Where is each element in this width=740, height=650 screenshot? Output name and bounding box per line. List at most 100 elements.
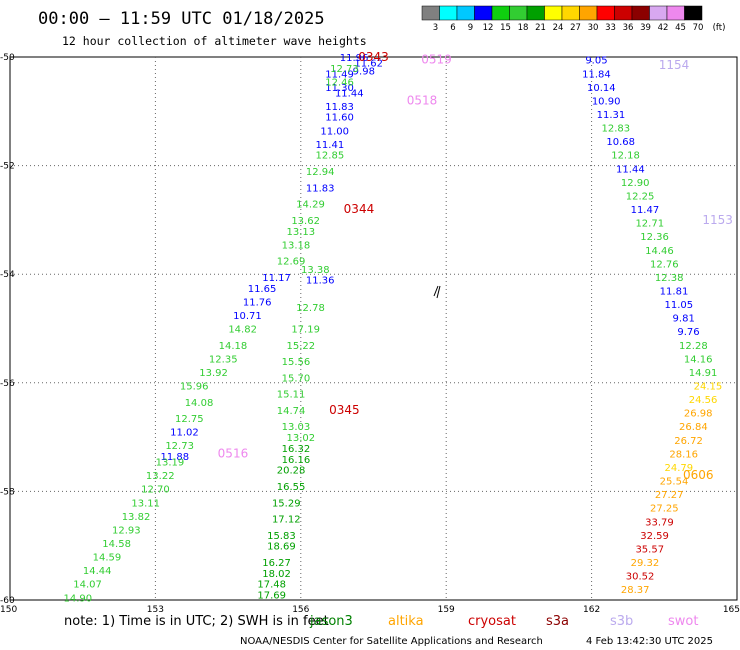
x-tick-label: 162 [583, 605, 600, 615]
swh-value-label: 29.32 [631, 558, 660, 569]
color-swatch [649, 5, 668, 21]
swh-value-label: 16.55 [277, 482, 306, 493]
swh-value-label: 12.35 [209, 354, 238, 365]
coastline-fragment [433, 285, 441, 299]
swh-value-label: 17.69 [257, 591, 286, 602]
swh-value-label: 11.96 [340, 53, 369, 64]
swh-value-label: 13.18 [282, 240, 311, 251]
swh-value-label: 32.59 [640, 531, 669, 542]
color-scale-label: 45 [675, 23, 686, 33]
color-swatch [491, 5, 510, 21]
swh-value-label: 15.83 [267, 531, 296, 542]
swh-value-label: 13.92 [199, 368, 228, 379]
swh-value-label: 14.44 [83, 566, 112, 577]
swh-value-label: 11.83 [306, 183, 335, 194]
swh-value-label: 15.96 [180, 382, 209, 393]
plot-frame [9, 56, 738, 601]
swh-value-label: 27.27 [655, 490, 684, 501]
swh-value-label: 13.22 [146, 471, 175, 482]
swh-value-label: 13.13 [286, 227, 315, 238]
color-swatch [456, 5, 475, 21]
swh-value-label: 26.72 [674, 436, 703, 447]
y-tick-label: -52 [0, 162, 15, 172]
color-scale-label: 3 [433, 23, 438, 33]
color-swatch [561, 5, 580, 21]
color-swatch [526, 5, 545, 21]
swh-value-label: 12.85 [316, 151, 345, 162]
y-tick-label: -54 [0, 270, 15, 280]
swh-value-label: 13.38 [301, 265, 330, 276]
color-scale-label: 33 [605, 23, 616, 33]
color-scale-label: 70 [693, 23, 704, 33]
swh-value-label: 14.82 [228, 325, 257, 336]
footer-credit: NOAA/NESDIS Center for Satellite Applica… [240, 636, 543, 647]
swh-value-label: 10.14 [587, 83, 616, 94]
swh-value-label: 11.76 [243, 297, 272, 308]
color-scale-legend: 3 6 9 12 15 18 21 24 27 30 33 36 39 42 45 70 (ft) [421, 5, 725, 33]
swh-value-label: 17.19 [291, 325, 320, 336]
swh-value-label: 25.54 [660, 477, 689, 488]
swh-value-label: 11.62 [354, 58, 383, 69]
swh-value-label: 13.03 [282, 422, 311, 433]
swh-value-label: 14.46 [645, 246, 674, 257]
swh-value-label: 14.90 [64, 593, 93, 604]
swh-value-label: 11.44 [335, 88, 364, 99]
swh-value-label: 35.57 [635, 544, 664, 555]
swh-value-label: 14.29 [296, 200, 325, 211]
swh-value-label: 16.16 [282, 455, 311, 466]
satellite-legend-jason3: jason3 [309, 614, 353, 629]
swh-value-label: 11.02 [170, 428, 199, 439]
y-tick-label: -60 [0, 596, 15, 606]
color-scale-label: 9 [468, 23, 473, 33]
swh-value-label: 11.65 [248, 284, 277, 295]
pass-number-label: 0345 [329, 403, 360, 417]
swh-value-label: 13.19 [156, 458, 185, 469]
swh-value-label: 26.98 [684, 409, 713, 420]
swh-value-label: 9.76 [677, 327, 699, 338]
swh-value-label: 9.98 [353, 67, 375, 78]
swh-value-label: 24.79 [665, 463, 694, 474]
plot-area: 150 153 156 159 162 165 -50 -52 -54 -56 -58 -60 11.… [0, 50, 740, 615]
swh-value-label: 12.38 [655, 273, 684, 284]
swh-value-label: 9.81 [673, 314, 695, 325]
swh-value-label: 12.28 [679, 341, 708, 352]
swh-value-label: 9.05 [585, 56, 607, 67]
swh-value-label: 26.84 [679, 422, 708, 433]
pass-number-label: 0519 [421, 53, 452, 67]
x-tick-label: 156 [292, 605, 309, 615]
swh-value-label: 12.93 [112, 525, 141, 536]
swh-value-label: 11.44 [616, 164, 645, 175]
swh-value-label: 14.59 [93, 553, 122, 564]
swh-value-label: 14.16 [684, 354, 713, 365]
swh-value-label: 12.36 [640, 232, 669, 243]
color-swatch [579, 5, 598, 21]
color-scale-label: 30 [588, 23, 599, 33]
swh-value-label: 11.00 [320, 126, 349, 137]
swh-value-label: 12.75 [175, 414, 204, 425]
swh-value-label: 18.02 [262, 569, 291, 580]
x-tick-label: 159 [438, 605, 455, 615]
swh-value-label: 18.69 [267, 542, 296, 553]
swh-value-label: 13.62 [291, 216, 320, 227]
swh-value-label: 11.88 [160, 452, 189, 463]
color-scale-label: 24 [553, 23, 564, 33]
color-scale-label: 39 [640, 23, 651, 33]
pass-number-label: 0516 [218, 446, 249, 460]
color-swatch [421, 5, 440, 21]
color-swatch [509, 5, 528, 21]
swh-value-label: 11.83 [325, 102, 354, 113]
color-swatch [666, 5, 685, 21]
swh-value-label: 17.12 [272, 515, 301, 526]
color-scale-label: 27 [570, 23, 581, 33]
swh-value-label: 14.74 [277, 406, 306, 417]
swh-value-label: 14.58 [102, 539, 131, 550]
swh-value-label: 15.29 [272, 498, 301, 509]
color-scale-label: 18 [518, 23, 529, 33]
satellite-legend-cryosat: cryosat [468, 614, 516, 629]
swh-value-label: 11.17 [262, 273, 291, 284]
satellite-legend-s3b: s3b [610, 614, 633, 629]
swh-value-label: 12.94 [306, 167, 335, 178]
swh-value-label: 16.27 [262, 558, 291, 569]
pass-number-label: 1154 [659, 58, 690, 72]
